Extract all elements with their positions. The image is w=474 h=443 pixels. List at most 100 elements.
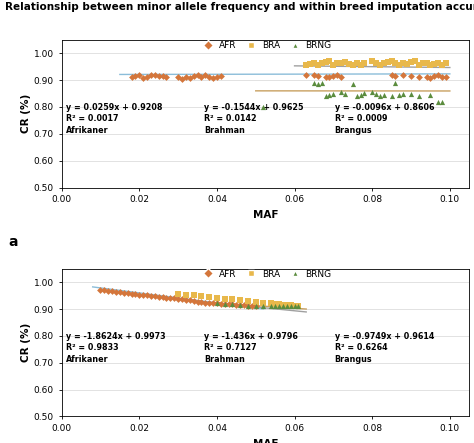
Point — [136, 71, 143, 78]
Point — [407, 58, 415, 66]
Point — [380, 59, 388, 66]
Point — [407, 90, 415, 97]
Point — [174, 295, 182, 303]
Point — [228, 296, 236, 303]
Point — [267, 303, 275, 310]
Point — [380, 91, 388, 98]
Point — [116, 289, 124, 296]
Point — [275, 303, 283, 310]
Point — [322, 58, 329, 66]
Point — [372, 60, 380, 67]
Point — [190, 297, 197, 304]
Point — [337, 74, 345, 81]
Point — [326, 91, 333, 98]
Point — [136, 291, 143, 298]
Point — [400, 72, 407, 79]
Point — [329, 61, 337, 68]
Point — [252, 303, 260, 310]
Point — [337, 89, 345, 96]
Point — [228, 301, 236, 308]
Point — [434, 59, 442, 66]
Point — [221, 300, 228, 307]
Point — [334, 60, 341, 67]
Point — [302, 72, 310, 79]
Point — [244, 302, 252, 309]
Point — [434, 98, 442, 105]
Point — [287, 302, 294, 309]
Text: y = 0.0259x + 0.9208
R² = 0.0017
Afrikaner: y = 0.0259x + 0.9208 R² = 0.0017 Afrikan… — [66, 103, 162, 135]
Point — [314, 73, 322, 80]
Point — [159, 72, 166, 79]
Point — [388, 58, 395, 65]
Point — [186, 74, 193, 82]
Point — [283, 301, 291, 308]
Point — [329, 72, 337, 79]
Text: a: a — [9, 235, 18, 249]
Point — [213, 294, 221, 301]
Point — [174, 74, 182, 81]
Legend: AFR, BRA, BRNG: AFR, BRA, BRNG — [200, 41, 331, 50]
Point — [201, 72, 209, 79]
Point — [213, 300, 221, 307]
Point — [155, 293, 163, 300]
Point — [430, 73, 438, 80]
Point — [213, 74, 221, 81]
Point — [415, 93, 423, 100]
Point — [128, 74, 135, 81]
Point — [217, 73, 225, 80]
Point — [430, 61, 438, 68]
Point — [411, 57, 419, 64]
Point — [128, 290, 135, 297]
Point — [368, 89, 376, 96]
Point — [271, 303, 279, 310]
Point — [271, 300, 279, 307]
Point — [442, 74, 450, 81]
Point — [194, 71, 201, 78]
Point — [171, 295, 178, 302]
Point — [209, 74, 217, 82]
Point — [225, 301, 232, 308]
Point — [322, 74, 329, 81]
Point — [438, 98, 446, 105]
Point — [186, 297, 193, 304]
Point — [423, 74, 430, 81]
Point — [233, 301, 240, 308]
Point — [283, 303, 291, 310]
Point — [190, 292, 197, 299]
Point — [438, 61, 446, 68]
X-axis label: MAF: MAF — [253, 210, 278, 220]
Point — [334, 72, 341, 79]
Point — [108, 288, 116, 295]
Point — [318, 59, 326, 66]
Point — [237, 301, 244, 308]
Point — [419, 59, 427, 66]
Point — [194, 298, 201, 305]
Point — [205, 299, 213, 307]
Point — [427, 91, 434, 98]
Point — [392, 80, 399, 87]
Point — [275, 301, 283, 308]
Point — [248, 302, 255, 309]
Point — [178, 296, 186, 303]
Legend: AFR, BRA, BRNG: AFR, BRA, BRNG — [200, 270, 331, 279]
Point — [291, 303, 298, 310]
Point — [260, 303, 267, 310]
Point — [438, 74, 446, 81]
Point — [329, 90, 337, 97]
Point — [151, 292, 159, 299]
Point — [143, 292, 151, 299]
Point — [310, 79, 318, 86]
Point — [372, 90, 380, 97]
Point — [139, 74, 147, 82]
Point — [407, 72, 415, 79]
Point — [353, 60, 360, 67]
Y-axis label: CR (%): CR (%) — [21, 323, 31, 362]
Point — [104, 287, 112, 294]
Point — [388, 71, 395, 78]
Point — [132, 73, 139, 80]
Point — [427, 74, 434, 82]
Point — [209, 299, 217, 307]
Text: y = -0.1544x + 0.9625
R² = 0.0142
Brahman: y = -0.1544x + 0.9625 R² = 0.0142 Brahma… — [204, 103, 304, 135]
Point — [396, 61, 403, 68]
Point — [349, 81, 356, 88]
